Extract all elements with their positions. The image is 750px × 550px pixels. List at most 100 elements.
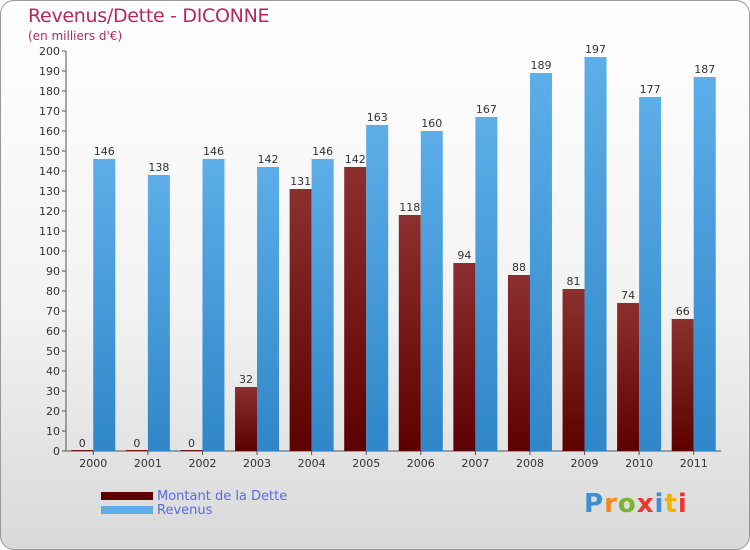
legend-item-dette: Montant de la Dette [101, 488, 287, 504]
y-tick-label: 20 [46, 405, 60, 418]
data-label-revenus: 177 [640, 83, 661, 96]
logo-letter: t [664, 489, 678, 519]
bar-revenus [420, 131, 443, 451]
data-label-revenus: 163 [367, 111, 388, 124]
data-label-revenus: 187 [694, 63, 715, 76]
data-label-revenus: 167 [476, 103, 497, 116]
chart-title: Revenus/Dette - DICONNE [28, 5, 270, 27]
legend-swatch-revenus [101, 506, 153, 514]
y-tick-label: 40 [46, 365, 60, 378]
logo-letter: x [636, 489, 655, 519]
chart-subtitle: (en milliers d'€) [28, 29, 123, 43]
y-tick-label: 160 [39, 125, 60, 138]
bar-dette [289, 189, 312, 451]
y-tick-label: 100 [39, 245, 60, 258]
x-tick-label: 2001 [134, 457, 162, 470]
data-label-dette: 142 [345, 153, 366, 166]
legend-label-dette: Montant de la Dette [157, 488, 288, 504]
logo-letter: r [604, 489, 618, 519]
data-label-dette: 0 [188, 437, 195, 450]
bar-revenus [311, 159, 334, 451]
data-label-revenus: 138 [148, 161, 169, 174]
y-tick-label: 60 [46, 325, 60, 338]
bar-dette [453, 263, 476, 451]
y-tick-label: 190 [39, 65, 60, 78]
x-tick-label: 2007 [461, 457, 489, 470]
x-tick-label: 2010 [625, 457, 653, 470]
bar-revenus [529, 73, 552, 451]
data-label-revenus: 146 [312, 145, 333, 158]
logo-letter: i [654, 489, 665, 519]
bar-dette [507, 275, 530, 451]
bar-dette [235, 387, 258, 451]
y-tick-label: 200 [39, 45, 60, 58]
y-tick-label: 180 [39, 85, 60, 98]
y-tick-label: 80 [46, 285, 60, 298]
bar-dette [617, 303, 640, 451]
bars [71, 57, 716, 451]
data-label-dette: 74 [621, 289, 635, 302]
bar-revenus [639, 97, 662, 451]
y-tick-label: 130 [39, 185, 60, 198]
data-label-dette: 94 [457, 249, 471, 262]
logo-letter: P [584, 489, 605, 519]
y-tick-label: 90 [46, 265, 60, 278]
data-label-dette: 0 [79, 437, 86, 450]
bar-dette [671, 319, 694, 451]
x-tick-label: 2005 [352, 457, 380, 470]
bar-dette [180, 450, 203, 451]
data-label-revenus: 197 [585, 43, 606, 56]
legend-swatch-dette [101, 492, 153, 500]
legend-label-revenus: Revenus [157, 502, 213, 518]
data-label-revenus: 160 [421, 117, 442, 130]
x-tick-label: 2004 [298, 457, 326, 470]
x-tick-label: 2000 [79, 457, 107, 470]
legend-item-revenus: Revenus [101, 502, 212, 518]
proxiti-logo: Proxiti [584, 489, 688, 519]
y-tick-label: 150 [39, 145, 60, 158]
y-tick-label: 30 [46, 385, 60, 398]
y-tick-label: 0 [53, 445, 60, 458]
logo-letter: o [617, 489, 637, 519]
y-tick-label: 120 [39, 205, 60, 218]
data-label-dette: 118 [399, 201, 420, 214]
bar-revenus [202, 159, 225, 451]
bar-revenus [475, 117, 498, 451]
y-tick-label: 70 [46, 305, 60, 318]
bar-revenus [147, 175, 170, 451]
data-label-revenus: 146 [94, 145, 115, 158]
data-label-dette: 32 [239, 373, 253, 386]
logo-letter: i [677, 489, 688, 519]
data-label-dette: 81 [567, 275, 581, 288]
x-axis: 2000 2001 2002 2003 2004 2005 2006 2007 2008 2009… [66, 450, 721, 470]
data-label-revenus: 189 [530, 59, 551, 72]
data-label-revenus: 142 [258, 153, 279, 166]
bar-revenus [93, 159, 116, 451]
x-tick-label: 2002 [188, 457, 216, 470]
bar-dette [398, 215, 421, 451]
data-label-dette: 131 [290, 175, 311, 188]
x-tick-label: 2006 [407, 457, 435, 470]
x-tick-label: 2011 [680, 457, 708, 470]
y-axis: 0 10 20 30 40 50 60 70 80 90 100 110 120 130 140 150 160… [39, 45, 67, 458]
x-tick-label: 2008 [516, 457, 544, 470]
data-label-dette: 66 [676, 305, 690, 318]
data-labels: 0 146 0 138 0 146 32 142 131 146 142 163 118 160 94 167… [79, 43, 715, 450]
bar-revenus [584, 57, 607, 451]
bar-revenus [693, 77, 716, 451]
y-tick-label: 10 [46, 425, 60, 438]
bar-dette [71, 450, 94, 451]
data-label-dette: 0 [133, 437, 140, 450]
x-tick-label: 2009 [571, 457, 599, 470]
y-tick-label: 50 [46, 345, 60, 358]
bar-revenus [257, 167, 280, 451]
bar-dette [125, 450, 148, 451]
y-tick-label: 110 [39, 225, 60, 238]
bar-dette [344, 167, 367, 451]
y-tick-label: 170 [39, 105, 60, 118]
data-label-revenus: 146 [203, 145, 224, 158]
bar-dette [562, 289, 585, 451]
y-tick-label: 140 [39, 165, 60, 178]
